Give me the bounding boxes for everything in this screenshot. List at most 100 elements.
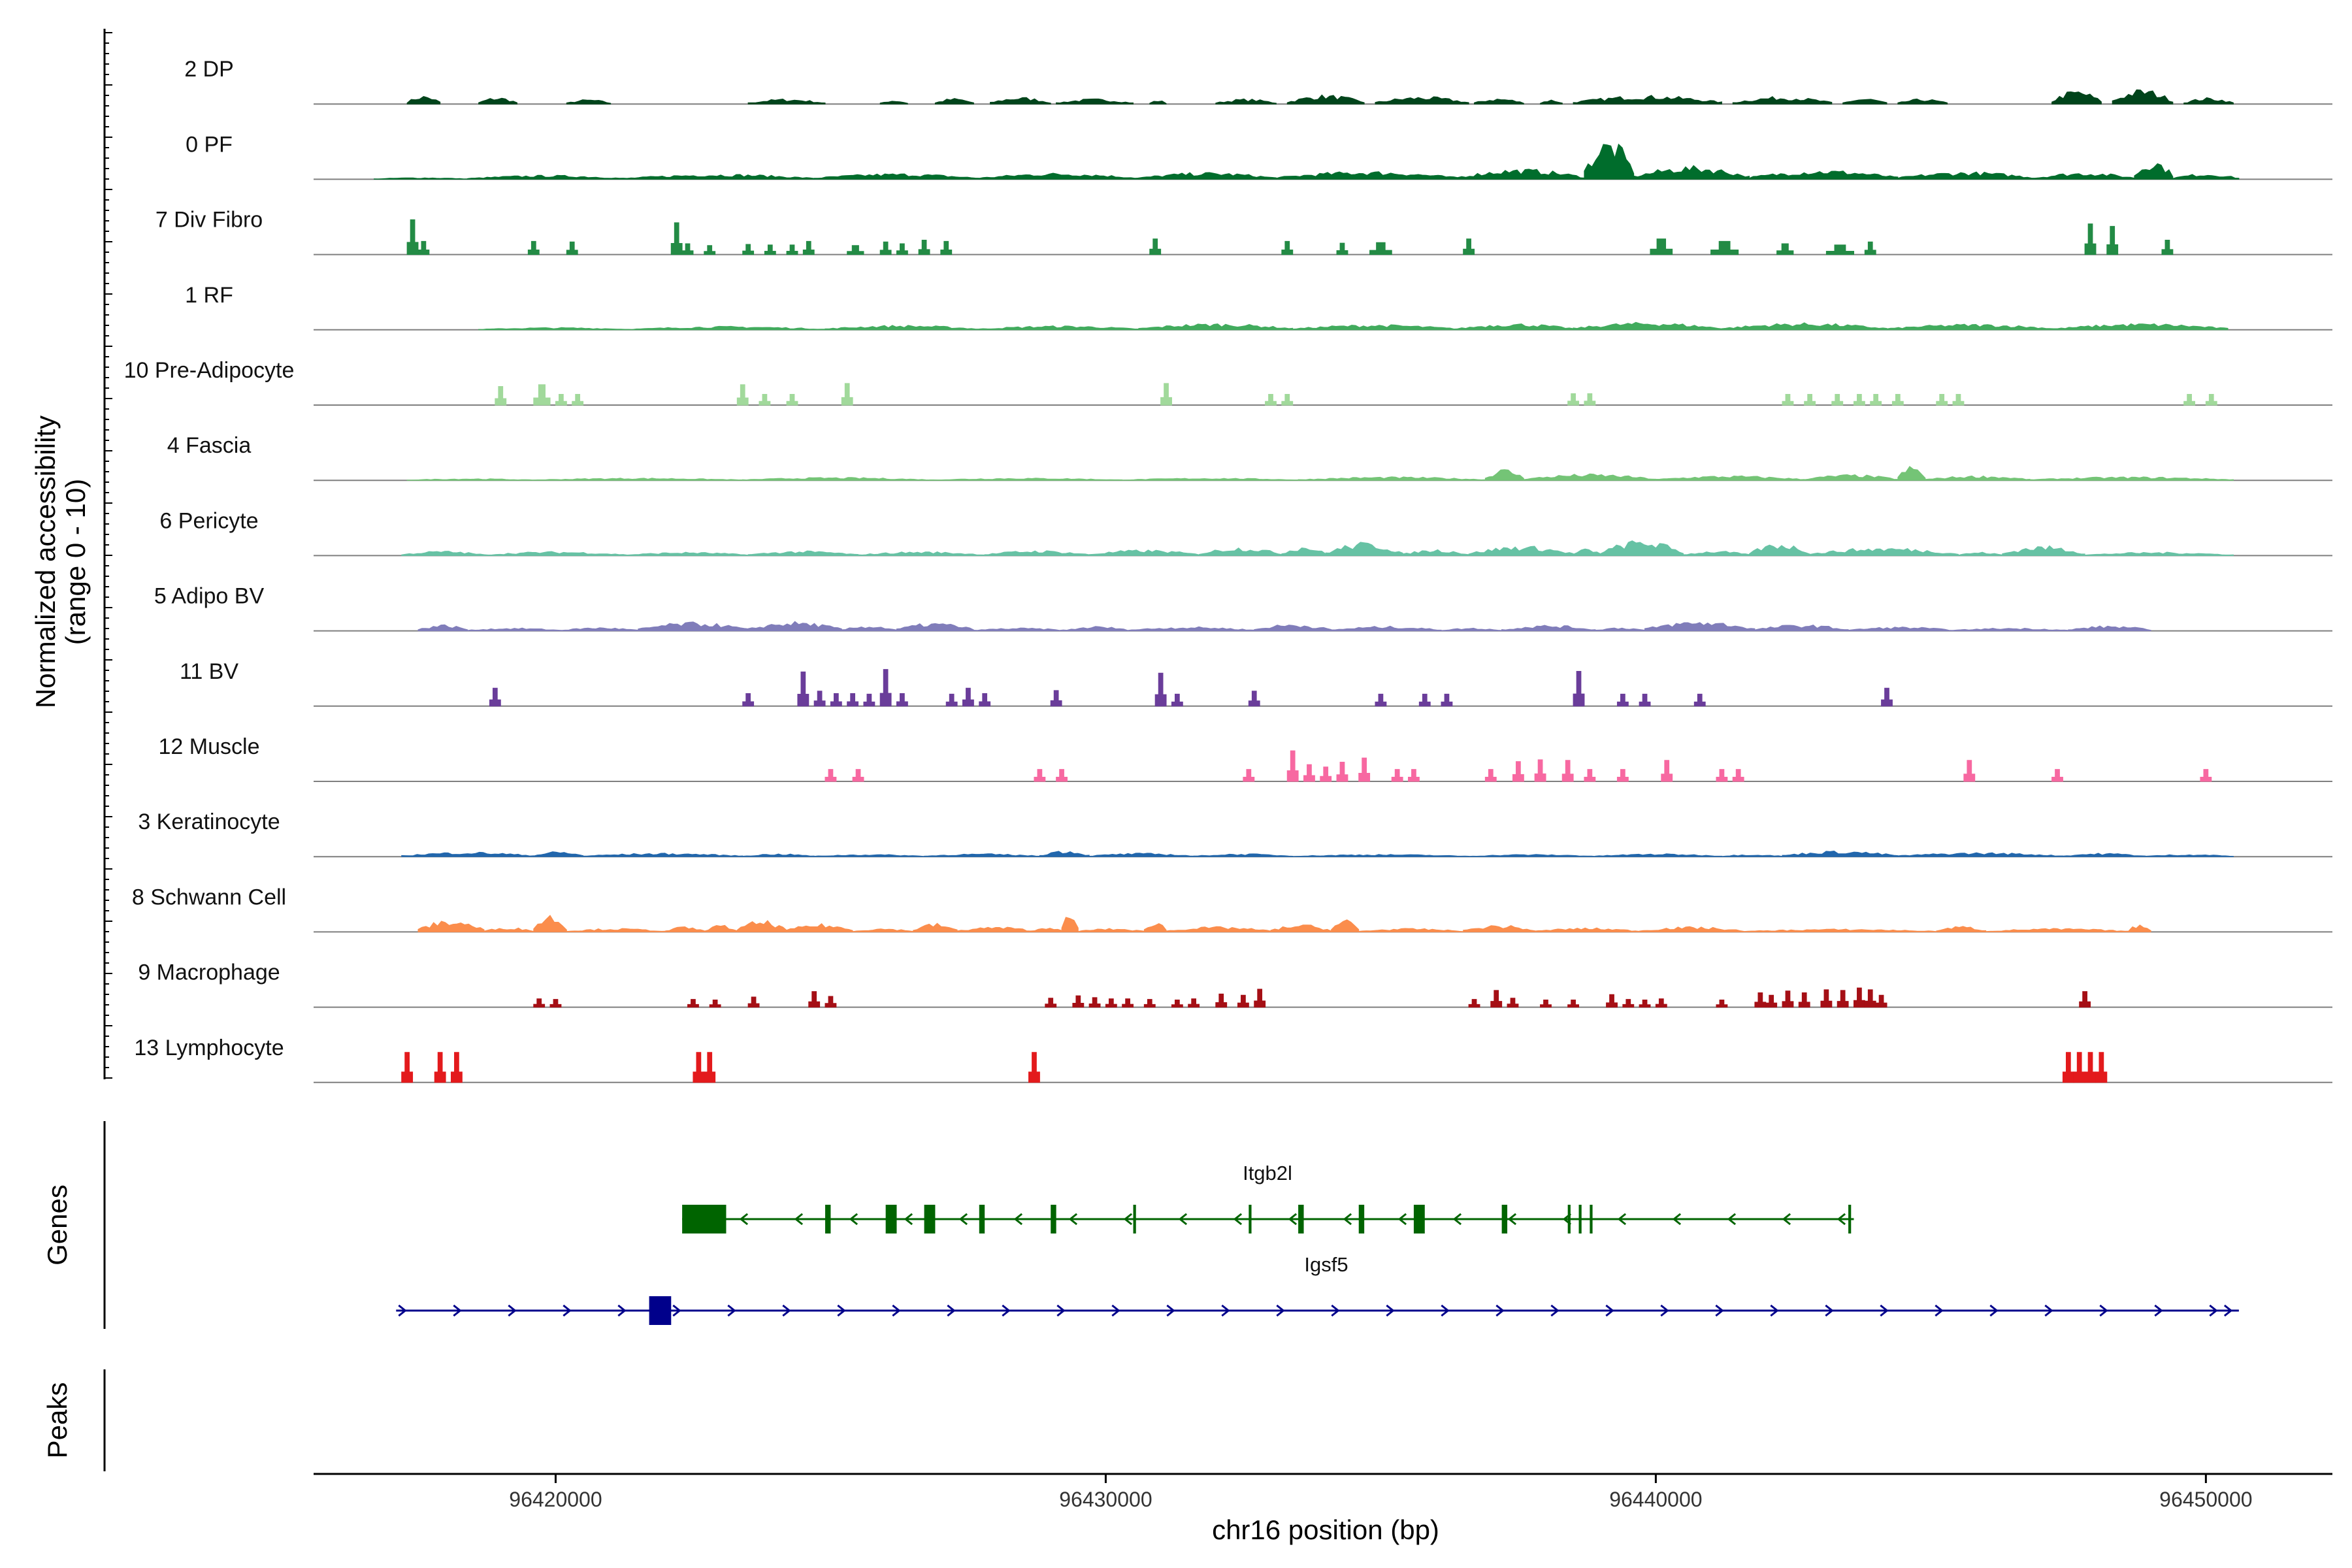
coverage-peak bbox=[825, 769, 837, 782]
gene-itgb2l: Itgb2l bbox=[682, 1162, 1854, 1233]
exon bbox=[1501, 1205, 1508, 1233]
coverage-peak bbox=[1639, 693, 1651, 707]
coverage-peak bbox=[1077, 928, 1145, 932]
coverage-peak bbox=[1584, 393, 1596, 406]
coverage-peak bbox=[1616, 769, 1629, 782]
exon bbox=[1848, 1205, 1852, 1233]
track-1: 2 DP bbox=[184, 57, 2332, 105]
coverage-peak bbox=[1831, 393, 1844, 406]
coverage-peak bbox=[1468, 999, 1480, 1008]
exon bbox=[1133, 1205, 1136, 1233]
coverage-peak bbox=[786, 923, 853, 932]
strand-chevron bbox=[1002, 1304, 1011, 1317]
coverage-peak bbox=[2084, 551, 2234, 556]
coverage-peak bbox=[1573, 95, 1722, 105]
coverage-peak bbox=[2172, 174, 2240, 180]
coverage-peak bbox=[2084, 1052, 2097, 1083]
coverage-peak bbox=[2068, 625, 2151, 632]
coverage-peak bbox=[896, 243, 908, 255]
coverage-peak bbox=[1303, 764, 1315, 782]
coverage-peak bbox=[704, 1052, 716, 1083]
genes-panel-label: Genes bbox=[42, 1184, 73, 1266]
coverage-peak bbox=[934, 98, 974, 105]
coverage-peak bbox=[1891, 393, 1904, 406]
coverage-peak bbox=[627, 551, 749, 556]
coverage-peak bbox=[1501, 625, 1596, 632]
coverage-peak bbox=[1936, 926, 1987, 932]
coverage-peak bbox=[1721, 322, 1887, 331]
coverage-peak bbox=[1034, 928, 1062, 932]
track-4: 1 RF bbox=[185, 283, 2332, 331]
strand-chevron bbox=[739, 1213, 749, 1226]
coverage-peak bbox=[417, 921, 485, 932]
track-label: 1 RF bbox=[185, 283, 233, 308]
coverage-peak bbox=[417, 624, 468, 632]
coverage-peak bbox=[1507, 998, 1519, 1008]
coverage-peak bbox=[1754, 624, 1849, 632]
track-5: 10 Pre-Adipocyte bbox=[124, 358, 2332, 406]
coverage-peak bbox=[1616, 693, 1629, 707]
coverage-peak bbox=[1490, 990, 1503, 1008]
strand-chevron bbox=[1166, 1304, 1175, 1317]
coverage-peak bbox=[406, 219, 419, 255]
exon bbox=[924, 1205, 936, 1233]
coverage-peak bbox=[990, 97, 1051, 105]
coverage-peak bbox=[742, 853, 815, 857]
coverage-peak bbox=[1897, 171, 2036, 180]
strand-chevron bbox=[1068, 1213, 1078, 1226]
coverage-tracks: 2 DP 0 PF 7 Div Fibro 1 RF 10 Pre-Adipocyte 4… bbox=[124, 57, 2332, 1083]
coverage-peak bbox=[1463, 238, 1475, 255]
coverage-peak bbox=[1776, 243, 1794, 255]
coverage-peak bbox=[687, 999, 699, 1008]
coverage-peak bbox=[1193, 853, 1294, 857]
coverage-peak bbox=[1864, 989, 1876, 1008]
coverage-peak bbox=[1441, 693, 1453, 707]
coverage-peak bbox=[1160, 383, 1172, 406]
track-label: 6 Pericyte bbox=[159, 508, 258, 533]
y-axis-range-label: (range 0 - 10) bbox=[60, 479, 91, 645]
coverage-peak bbox=[2051, 91, 2102, 105]
coverage-peak bbox=[1143, 999, 1156, 1008]
coverage-peak bbox=[1402, 549, 1469, 556]
strand-chevron bbox=[398, 1304, 407, 1317]
coverage-peak bbox=[1056, 769, 1068, 782]
strand-chevron bbox=[1331, 1304, 1340, 1317]
strand-chevron bbox=[2223, 1304, 2233, 1317]
coverage-peak bbox=[929, 478, 1123, 481]
track-label: 12 Muscle bbox=[159, 734, 260, 759]
coverage-peak bbox=[1732, 769, 1744, 782]
track-label: 11 BV bbox=[180, 659, 238, 684]
coverage-peak bbox=[1441, 627, 1503, 632]
gene-name-label: Igsf5 bbox=[1304, 1253, 1348, 1276]
exon bbox=[1578, 1205, 1582, 1233]
track-label: 4 Fascia bbox=[167, 433, 252, 458]
coverage-peak bbox=[1127, 626, 1255, 632]
coverage-peak bbox=[742, 693, 755, 707]
coverage-peak bbox=[665, 926, 705, 932]
coverage-peak bbox=[1600, 540, 1684, 556]
coverage-peak bbox=[879, 241, 892, 255]
y-axis-title: Normalized accessibility bbox=[30, 416, 61, 708]
strand-chevron bbox=[1111, 1304, 1120, 1317]
coverage-peak bbox=[1573, 670, 1585, 707]
coverage-peak bbox=[1286, 94, 1365, 105]
coverage-peak bbox=[1848, 627, 1953, 632]
coverage-peak bbox=[847, 245, 864, 255]
coverage-peak bbox=[1457, 169, 1585, 180]
coverage-peak bbox=[670, 222, 683, 255]
coverage-peak bbox=[1248, 691, 1260, 707]
strand-chevron bbox=[849, 1213, 858, 1226]
track-6: 4 Fascia bbox=[167, 433, 2332, 482]
coverage-peak bbox=[2205, 393, 2217, 406]
exon bbox=[1590, 1205, 1593, 1233]
coverage-peak bbox=[1639, 1000, 1651, 1008]
coverage-peak bbox=[467, 627, 562, 632]
coverage-peak bbox=[913, 923, 958, 932]
strand-chevron bbox=[1276, 1304, 1285, 1317]
coverage-peak bbox=[1716, 1000, 1728, 1008]
coverage-peak bbox=[852, 928, 914, 932]
strand-chevron bbox=[1013, 1213, 1023, 1226]
coverage-peak bbox=[962, 687, 974, 707]
coverage-peak bbox=[1952, 393, 1965, 406]
